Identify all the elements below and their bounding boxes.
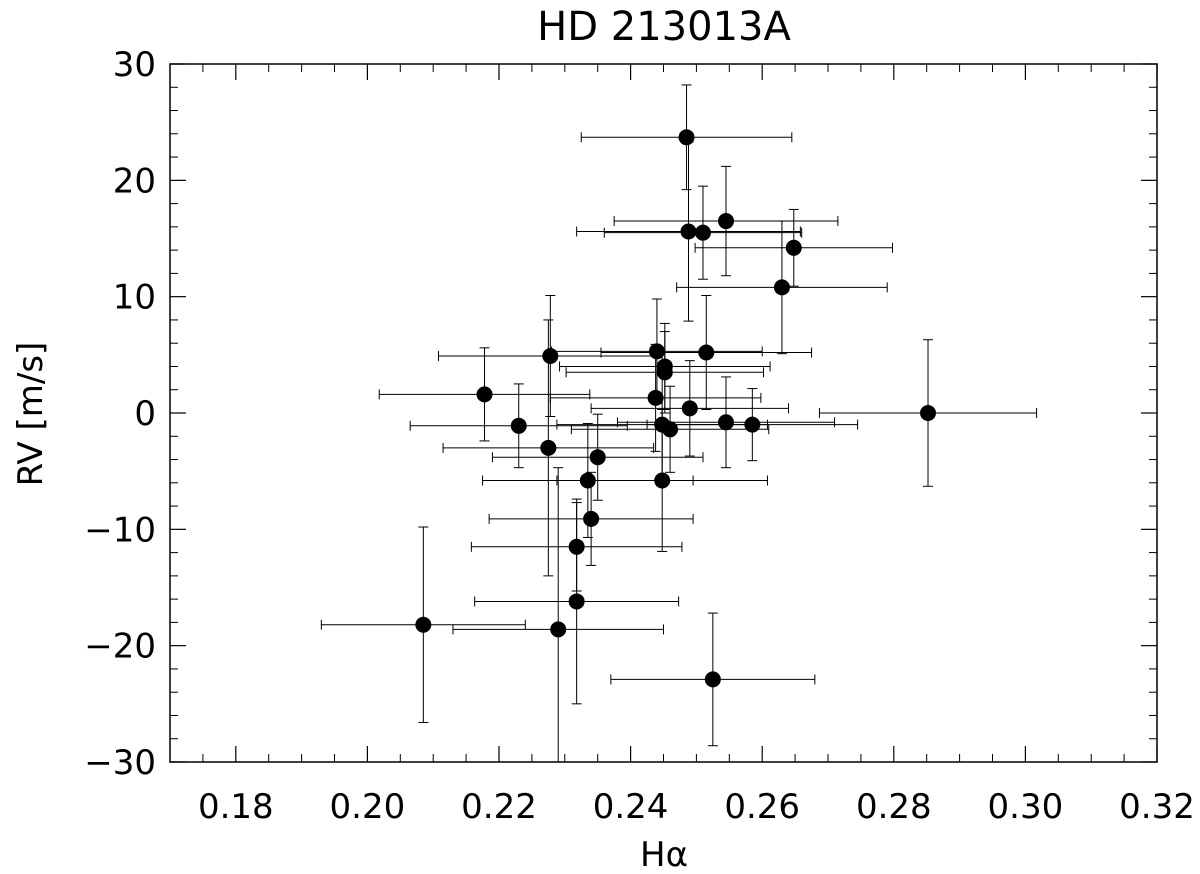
- data-point: [718, 414, 735, 431]
- data-point: [698, 344, 715, 361]
- x-tick-label: 0.32: [1119, 787, 1195, 827]
- data-point: [678, 129, 695, 146]
- data-point: [568, 538, 585, 555]
- data-point: [773, 279, 790, 296]
- errorbar-group: [320, 84, 1038, 762]
- x-tick-label: 0.20: [330, 787, 406, 827]
- x-tick-label: 0.18: [198, 787, 274, 827]
- data-point: [568, 593, 585, 610]
- y-tick-label: 20: [113, 161, 156, 201]
- y-axis-label: RV [m/s]: [11, 342, 51, 487]
- data-point: [647, 389, 664, 406]
- data-point: [681, 400, 698, 417]
- x-tick-label: 0.28: [856, 787, 932, 827]
- y-tick-label: −30: [84, 743, 156, 783]
- data-point: [648, 343, 665, 360]
- data-point: [662, 421, 679, 438]
- data-point: [540, 439, 557, 456]
- y-tick-label: 10: [113, 278, 156, 318]
- data-point: [694, 224, 711, 241]
- data-point: [704, 671, 721, 688]
- data-point: [415, 616, 432, 633]
- y-tick-label: 0: [134, 394, 156, 434]
- data-point: [510, 417, 527, 434]
- x-tick-label: 0.26: [724, 787, 800, 827]
- data-point: [920, 405, 937, 421]
- y-tick-label: 30: [113, 45, 156, 85]
- data-point: [550, 621, 567, 638]
- data-point: [718, 213, 735, 230]
- x-tick-label: 0.30: [988, 787, 1064, 827]
- y-tick-label: −20: [84, 627, 156, 667]
- data-point: [583, 510, 600, 527]
- data-point: [785, 239, 802, 256]
- y-tick-label: −10: [84, 510, 156, 550]
- data-point: [680, 223, 697, 240]
- data-point: [744, 416, 761, 433]
- x-tick-label: 0.22: [461, 787, 537, 827]
- data-point: [579, 472, 596, 489]
- data-point: [476, 386, 493, 403]
- data-point: [589, 449, 606, 466]
- x-tick-label: 0.24: [593, 787, 669, 827]
- data-point: [654, 472, 671, 489]
- chart-title: HD 213013A: [537, 4, 791, 50]
- x-axis-label: Hα: [640, 835, 688, 874]
- data-point: [656, 364, 673, 381]
- data-point: [542, 347, 559, 364]
